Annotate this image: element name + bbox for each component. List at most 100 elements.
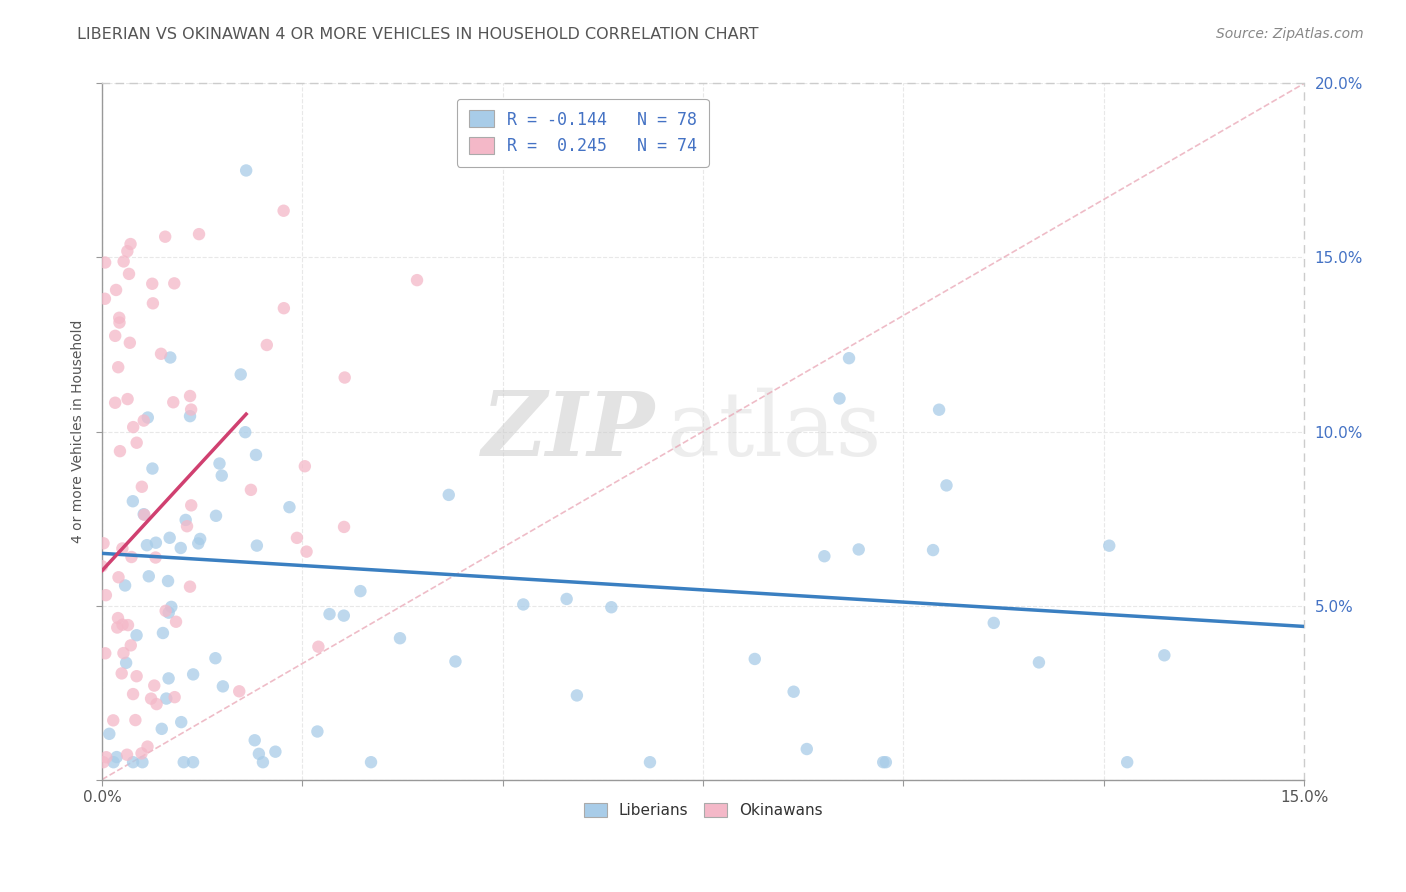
Point [104, 329, 127, 343]
Point [264, 745, 287, 759]
Point [307, 724, 329, 739]
Point [872, 755, 894, 769]
Point [174, 513, 197, 527]
Text: Source: ZipAtlas.com: Source: ZipAtlas.com [1216, 27, 1364, 41]
Point [173, 755, 195, 769]
Point [104, 396, 127, 410]
Point [188, 227, 211, 241]
Point [875, 755, 897, 769]
Point [150, 347, 173, 361]
Point [145, 697, 167, 711]
Point [273, 301, 295, 316]
Point [145, 550, 167, 565]
Point [163, 277, 186, 291]
Point [600, 600, 623, 615]
Point [170, 541, 193, 555]
Point [139, 691, 162, 706]
Point [124, 713, 146, 727]
Point [125, 628, 148, 642]
Point [333, 520, 356, 534]
Point [204, 651, 226, 665]
Point [333, 608, 356, 623]
Point [1028, 656, 1050, 670]
Point [135, 538, 157, 552]
Point [117, 244, 139, 259]
Point [157, 574, 180, 588]
Point [117, 618, 139, 632]
Point [120, 639, 142, 653]
Point [170, 715, 193, 730]
Point [108, 444, 131, 458]
Point [179, 409, 201, 424]
Point [131, 747, 153, 761]
Point [157, 672, 180, 686]
Text: ZIP: ZIP [481, 388, 655, 475]
Point [122, 420, 145, 434]
Point [115, 747, 138, 762]
Point [565, 689, 588, 703]
Point [91, 559, 114, 574]
Point [406, 273, 429, 287]
Point [179, 389, 201, 403]
Point [121, 549, 143, 564]
Point [285, 531, 308, 545]
Point [744, 652, 766, 666]
Point [115, 656, 138, 670]
Point [118, 335, 141, 350]
Point [246, 539, 269, 553]
Point [107, 360, 129, 375]
Point [307, 640, 329, 654]
Point [107, 570, 129, 584]
Point [233, 425, 256, 440]
Point [228, 684, 250, 698]
Point [318, 607, 340, 621]
Point [349, 584, 371, 599]
Point [247, 747, 270, 761]
Point [512, 598, 534, 612]
Point [1116, 755, 1139, 769]
Point [212, 679, 235, 693]
Point [96, 750, 118, 764]
Y-axis label: 4 or more Vehicles in Household: 4 or more Vehicles in Household [72, 320, 86, 543]
Point [187, 536, 209, 550]
Point [94, 255, 117, 269]
Point [176, 519, 198, 533]
Point [152, 626, 174, 640]
Point [136, 410, 159, 425]
Point [928, 402, 950, 417]
Point [360, 755, 382, 769]
Point [983, 615, 1005, 630]
Point [108, 316, 131, 330]
Point [108, 310, 131, 325]
Point [91, 755, 114, 769]
Point [388, 631, 411, 645]
Point [132, 414, 155, 428]
Point [159, 531, 181, 545]
Point [117, 392, 139, 406]
Point [813, 549, 835, 564]
Point [638, 755, 661, 769]
Point [555, 591, 578, 606]
Point [93, 536, 115, 550]
Point [159, 351, 181, 365]
Text: LIBERIAN VS OKINAWAN 4 OR MORE VEHICLES IN HOUSEHOLD CORRELATION CHART: LIBERIAN VS OKINAWAN 4 OR MORE VEHICLES … [77, 27, 759, 42]
Point [782, 684, 804, 698]
Point [205, 508, 228, 523]
Point [111, 666, 134, 681]
Point [295, 544, 318, 558]
Point [136, 739, 159, 754]
Point [273, 203, 295, 218]
Point [211, 468, 233, 483]
Point [160, 599, 183, 614]
Point [294, 459, 316, 474]
Point [145, 535, 167, 549]
Point [141, 277, 163, 291]
Point [848, 542, 870, 557]
Point [1098, 539, 1121, 553]
Point [125, 435, 148, 450]
Point [333, 370, 356, 384]
Point [103, 714, 125, 728]
Point [180, 499, 202, 513]
Point [122, 687, 145, 701]
Point [256, 338, 278, 352]
